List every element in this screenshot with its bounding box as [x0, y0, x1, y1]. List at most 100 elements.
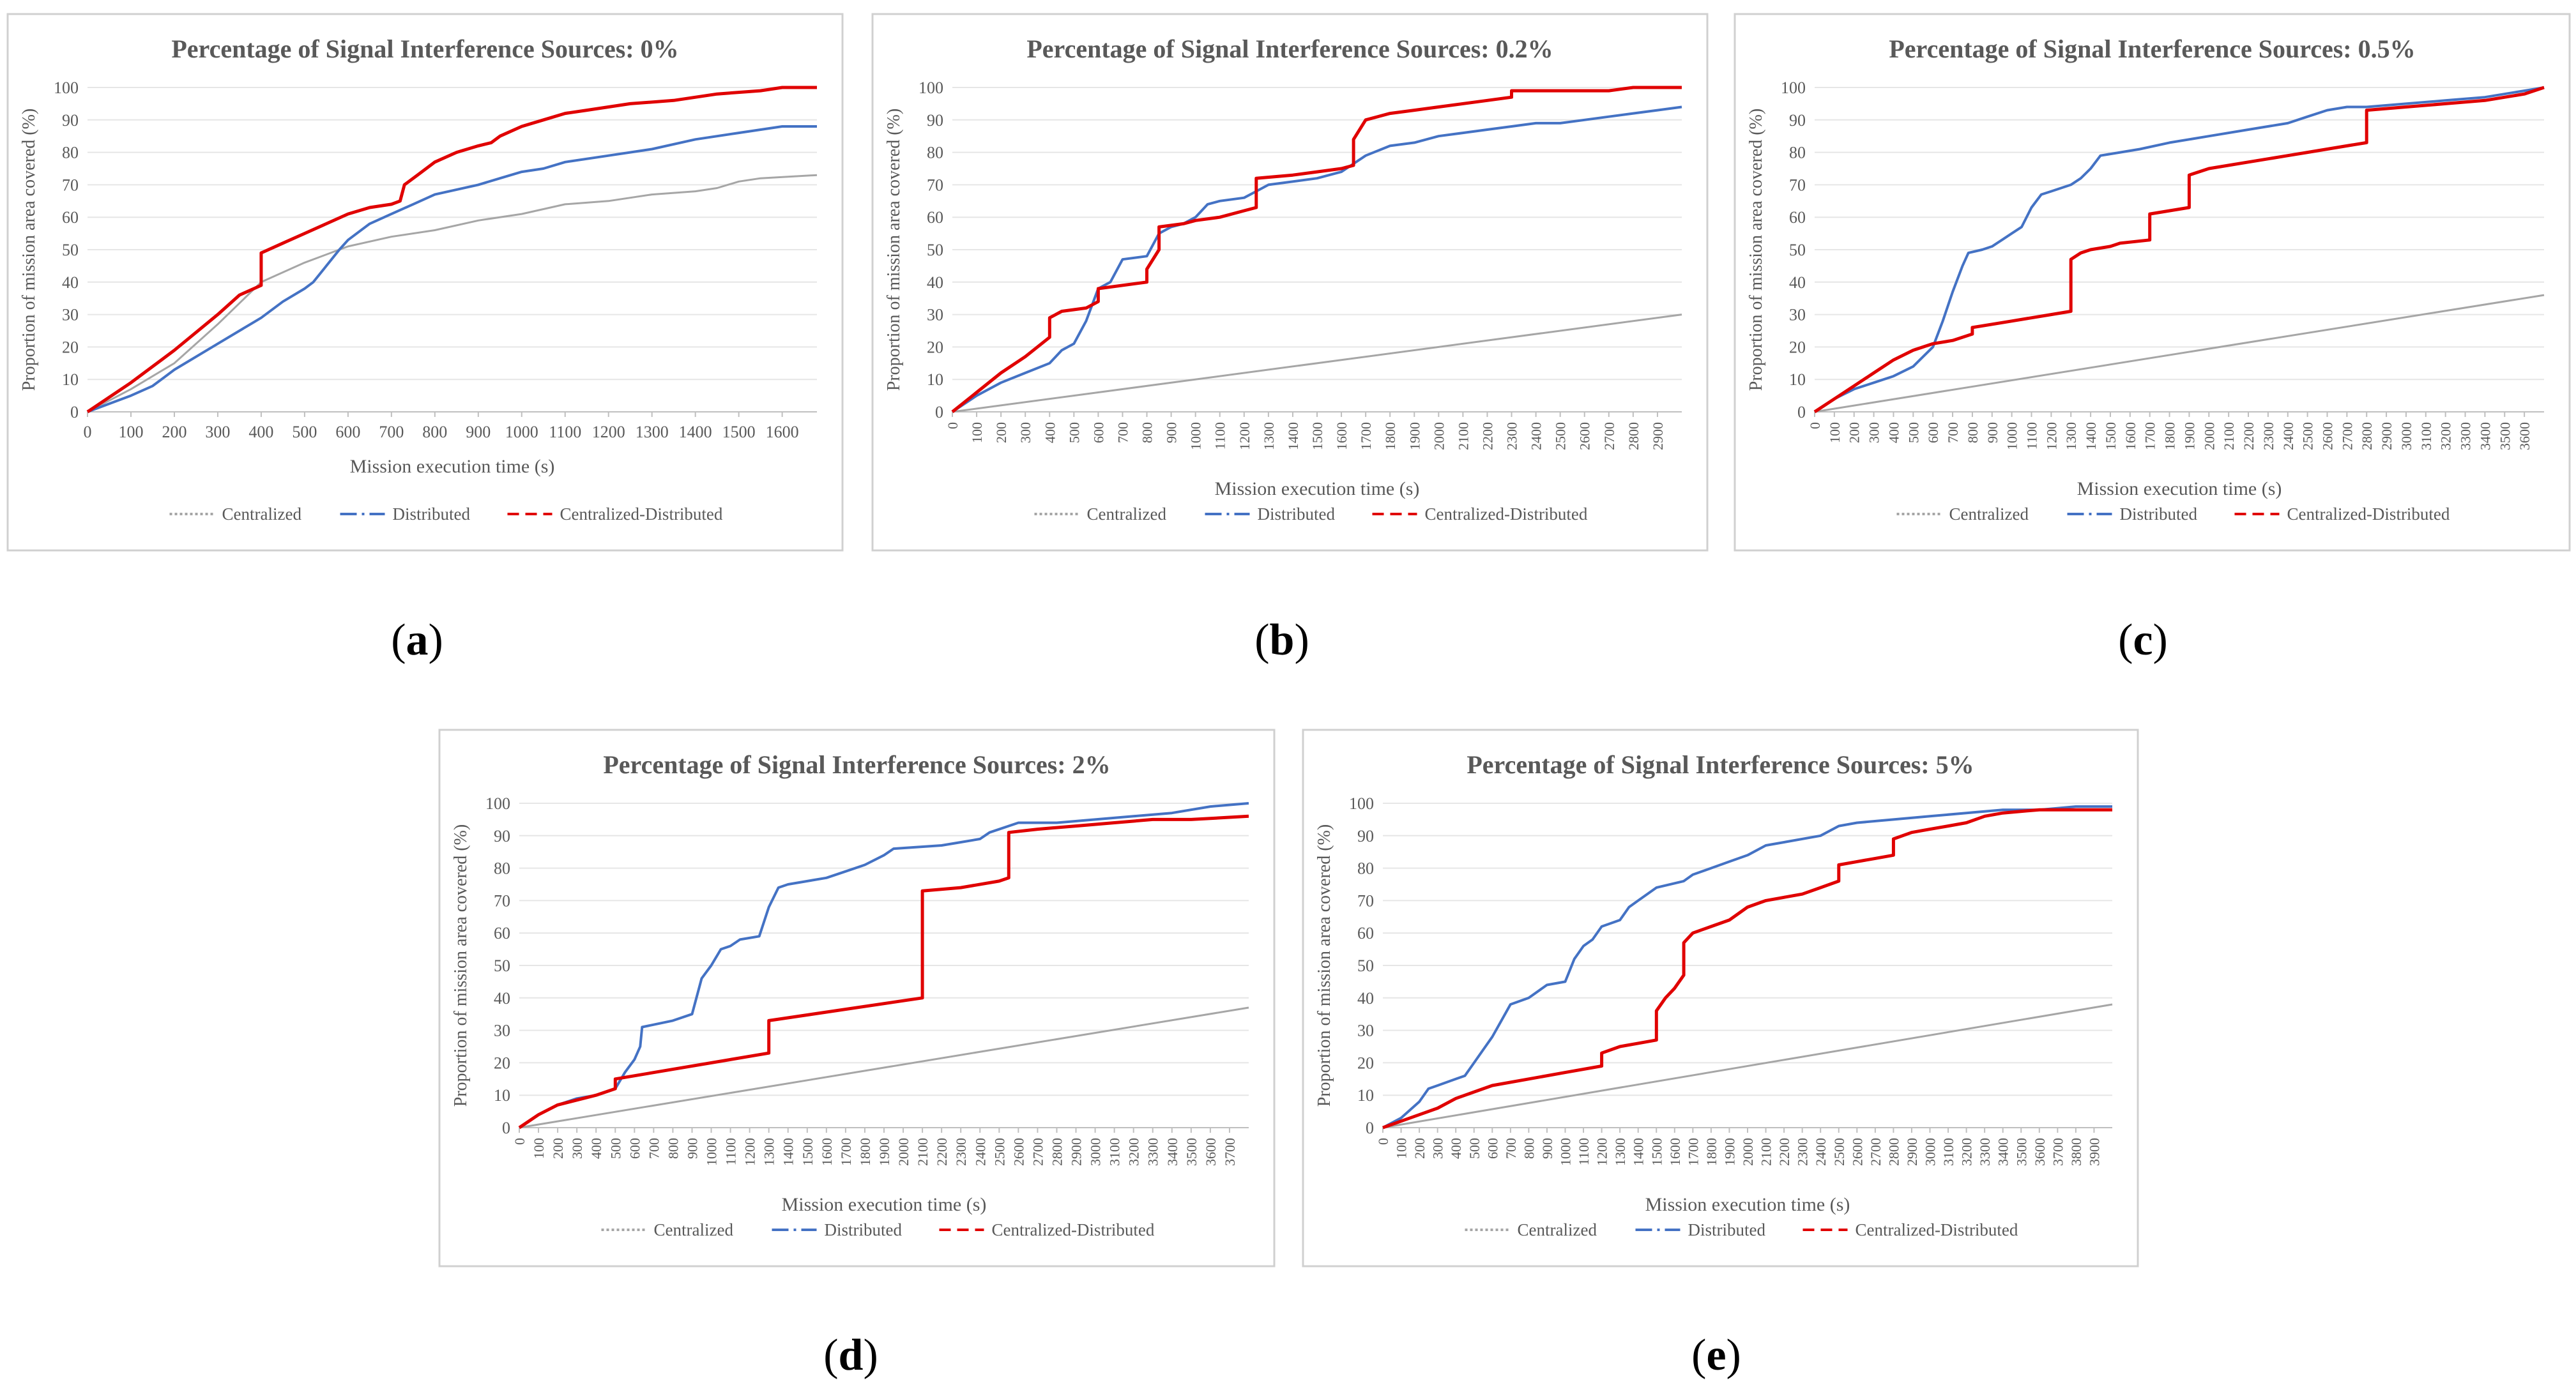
x-tick-label: 1300	[1261, 422, 1277, 450]
x-tick-label: 1800	[1703, 1138, 1719, 1166]
series-line-centralized	[1382, 1003, 2113, 1129]
x-tick-label: 800	[1521, 1138, 1537, 1159]
x-tick-label: 600	[627, 1138, 643, 1159]
x-tick-label: 800	[1139, 422, 1155, 443]
x-tick-label: 900	[1539, 1138, 1555, 1159]
x-tick-label: 2400	[1528, 422, 1544, 450]
x-tick-label: 0	[512, 1138, 528, 1145]
series-line-centralized	[87, 174, 818, 413]
x-tick-label: 3700	[1222, 1138, 1238, 1166]
x-tick-label: 300	[1017, 422, 1033, 443]
x-tick-label: 1400	[781, 1138, 796, 1166]
x-tick-label: 2500	[1831, 1138, 1847, 1166]
x-tick-label: 1900	[1406, 422, 1422, 450]
x-tick-label: 2100	[915, 1138, 931, 1166]
x-tick-label: 100	[531, 1138, 547, 1159]
x-tick-label: 2200	[2241, 422, 2257, 450]
legend-label-centralized: Centralized	[1949, 504, 2029, 524]
x-tick-label: 1800	[2162, 422, 2178, 450]
series-line-distributed	[87, 125, 817, 413]
y-tick-label: 30	[494, 1022, 510, 1040]
x-tick-label: 1000	[1188, 422, 1204, 450]
x-tick-label: 1000	[505, 423, 538, 441]
x-tick-label: 1500	[2103, 422, 2119, 450]
y-tick-label: 90	[62, 111, 79, 130]
x-tick-label: 1700	[1685, 1138, 1701, 1166]
x-tick-label: 500	[1905, 422, 1921, 443]
x-tick-label: 2100	[2221, 422, 2237, 450]
x-tick-label: 400	[1448, 1138, 1464, 1159]
y-tick-label: 30	[927, 306, 943, 324]
x-tick-label: 1800	[857, 1138, 873, 1166]
x-tick-label: 2700	[1030, 1138, 1046, 1166]
x-tick-label: 500	[1467, 1138, 1482, 1159]
legend-label-hybrid: Centralized-Distributed	[560, 504, 723, 524]
x-tick-label: 900	[684, 1138, 700, 1159]
chart-title: Percentage of Signal Interference Source…	[171, 34, 678, 63]
legend-label-centralized: Centralized	[1087, 504, 1167, 524]
y-tick-label: 10	[1789, 370, 1806, 389]
x-tick-label: 2200	[1776, 1138, 1792, 1166]
x-axis-label: Mission execution time (s)	[1645, 1194, 1850, 1215]
x-tick-label: 3200	[2438, 422, 2454, 450]
x-tick-label: 3800	[2068, 1138, 2084, 1166]
chart-panel-0: Percentage of Signal Interference Source…	[6, 13, 844, 552]
x-tick-label: 2700	[1868, 1138, 1884, 1166]
subfigure-label-c: (c)	[2118, 616, 2168, 665]
x-tick-label: 2700	[2339, 422, 2355, 450]
x-tick-label: 3600	[2517, 422, 2533, 450]
x-tick-label: 1600	[1334, 422, 1350, 450]
y-tick-label: 70	[1789, 176, 1806, 194]
y-tick-label: 80	[1789, 144, 1806, 162]
x-axis-label: Mission execution time (s)	[350, 456, 555, 477]
x-tick-label: 400	[1886, 422, 1902, 443]
y-tick-label: 10	[927, 370, 943, 389]
x-tick-label: 3100	[1940, 1138, 1956, 1166]
x-tick-label: 3900	[2086, 1138, 2102, 1166]
x-tick-label: 2400	[1813, 1138, 1829, 1166]
x-tick-label: 2300	[1504, 422, 1520, 450]
x-tick-label: 1700	[838, 1138, 854, 1166]
x-tick-label: 1000	[704, 1138, 720, 1166]
x-tick-label: 1100	[1576, 1138, 1592, 1165]
x-tick-label: 2600	[1577, 422, 1593, 450]
x-tick-label: 600	[1925, 422, 1941, 443]
x-tick-label: 700	[1115, 422, 1131, 443]
x-tick-label: 3600	[1203, 1138, 1219, 1166]
x-tick-label: 2700	[1601, 422, 1617, 450]
y-tick-label: 10	[62, 370, 79, 389]
y-tick-label: 90	[494, 827, 510, 845]
x-tick-label: 100	[969, 422, 985, 443]
y-tick-label: 40	[1789, 273, 1806, 292]
x-tick-label: 800	[1965, 422, 1981, 443]
x-tick-label: 200	[550, 1138, 566, 1159]
x-tick-label: 1700	[2142, 422, 2158, 450]
x-tick-label: 600	[1484, 1138, 1500, 1159]
x-tick-label: 0	[1375, 1138, 1391, 1145]
y-tick-label: 50	[494, 957, 510, 975]
x-tick-label: 2000	[896, 1138, 911, 1166]
x-tick-label: 500	[1066, 422, 1082, 443]
y-tick-label: 40	[927, 273, 943, 292]
y-tick-label: 80	[494, 859, 510, 878]
chart-title: Percentage of Signal Interference Source…	[603, 750, 1110, 779]
x-tick-label: 3300	[1145, 1138, 1161, 1166]
x-tick-label: 2900	[1650, 422, 1666, 450]
x-tick-label: 400	[1042, 422, 1058, 443]
y-axis-label: Proportion of mission area covered (%)	[451, 824, 471, 1107]
x-tick-label: 1400	[1285, 422, 1301, 450]
chart-title: Percentage of Signal Interference Source…	[1889, 34, 2415, 63]
x-tick-label: 2900	[1069, 1138, 1085, 1166]
y-tick-label: 80	[927, 144, 943, 162]
x-tick-label: 1500	[1309, 422, 1325, 450]
x-tick-label: 2500	[991, 1138, 1007, 1166]
y-axis-label: Proportion of mission area covered (%)	[884, 109, 904, 391]
y-tick-label: 70	[1357, 891, 1374, 910]
y-tick-label: 60	[62, 208, 79, 227]
x-tick-label: 3400	[1995, 1138, 2011, 1166]
x-tick-label: 3500	[2497, 422, 2513, 450]
x-tick-label: 1800	[1382, 422, 1398, 450]
x-tick-label: 3000	[1088, 1138, 1104, 1166]
y-tick-label: 20	[494, 1054, 510, 1072]
series-line-centralized	[1814, 294, 2545, 413]
